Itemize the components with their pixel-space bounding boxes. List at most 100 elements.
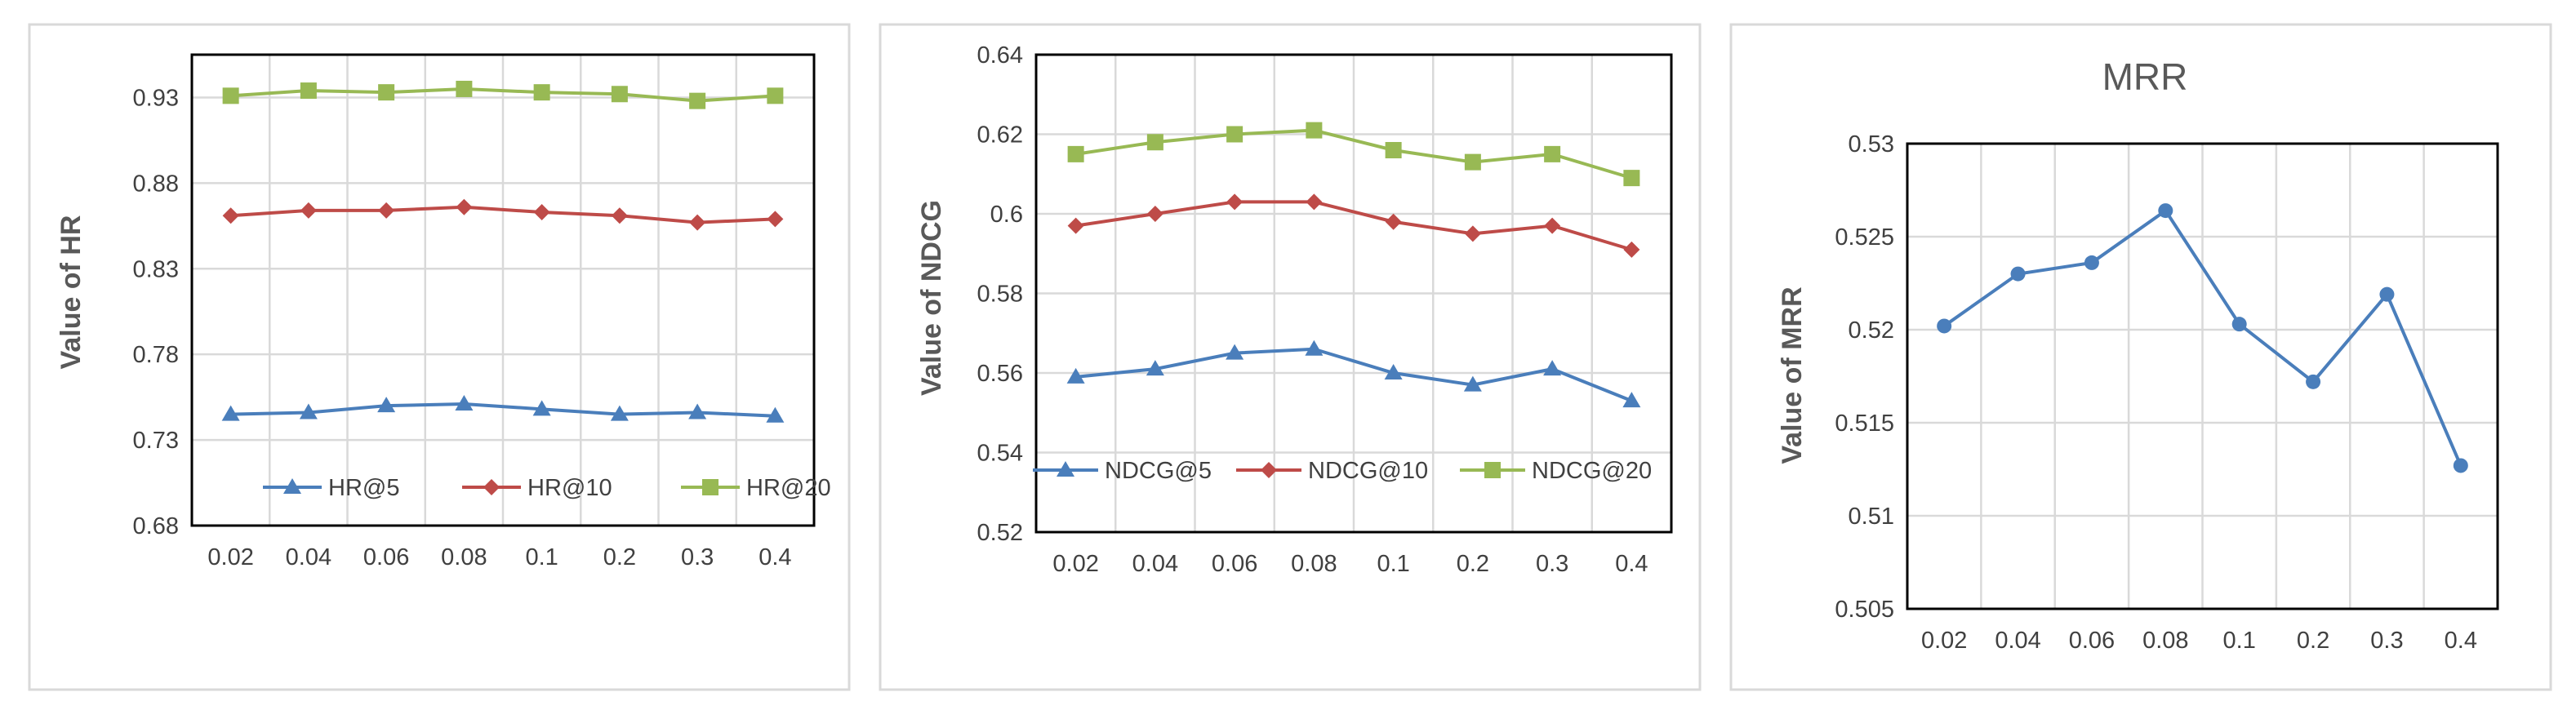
ndcg-legend: NDCG@5 NDCG@10 NDCG@20 <box>1033 458 1652 484</box>
hr-series-2-line <box>230 205 776 224</box>
hr-legend-label: HR@20 <box>746 475 831 501</box>
ndcg-series-2-point <box>1623 241 1640 258</box>
hr-series-3-point <box>689 92 706 109</box>
hr-series-2-point <box>611 207 628 224</box>
mrr-series-1-point <box>2379 286 2395 302</box>
mrr-y-tick-label: 0.505 <box>1835 597 1894 623</box>
mrr-chart-title: MRR <box>2102 55 2188 98</box>
hr-x-tick-label: 0.08 <box>441 544 487 570</box>
ndcg-y-tick-label: 0.54 <box>977 441 1023 467</box>
mrr-y-tick-label: 0.52 <box>1849 317 1894 344</box>
ndcg-series-1-line <box>1075 347 1633 402</box>
hr-y-ticks: 0.68 0.73 0.78 0.83 0.88 0.93 <box>133 85 179 539</box>
ndcg-legend-label: NDCG@20 <box>1532 458 1652 484</box>
ndcg-y-tick-label: 0.6 <box>990 202 1023 228</box>
ndcg-x-tick-label: 0.08 <box>1291 551 1337 577</box>
hr-x-tick-label: 0.06 <box>363 544 409 570</box>
hr-series-1-point <box>610 405 629 421</box>
hr-series-3-point <box>222 87 239 104</box>
ndcg-series-2-point <box>1306 193 1323 211</box>
ndcg-series-3-point <box>1385 142 1402 158</box>
ndcg-x-tick-label: 0.04 <box>1132 551 1178 577</box>
mrr-x-tick-label: 0.06 <box>2069 628 2115 654</box>
hr-legend: HR@5 HR@10 HR@20 <box>263 475 831 501</box>
ndcg-y-tick-label: 0.64 <box>977 42 1023 69</box>
ndcg-series-2-point <box>1067 217 1084 234</box>
hr-series-1-line <box>230 402 776 418</box>
mrr-x-tick-label: 0.3 <box>2370 628 2403 654</box>
ndcg-x-tick-label: 0.2 <box>1457 551 1489 577</box>
ndcg-legend-label: NDCG@5 <box>1105 458 1212 484</box>
mrr-y-tick-label: 0.51 <box>1849 504 1894 530</box>
hr-series-1-point <box>766 406 785 423</box>
mrr-y-tick-label: 0.515 <box>1835 411 1894 437</box>
mrr-x-tick-label: 0.08 <box>2142 628 2188 654</box>
mrr-series-1-point <box>2158 203 2173 219</box>
hr-series-3-point <box>533 84 550 101</box>
hr-panel-frame <box>28 23 851 691</box>
ndcg-series-3-line <box>1075 128 1632 180</box>
hr-y-tick-label: 0.83 <box>133 256 179 282</box>
hr-x-tick-label: 0.3 <box>681 544 714 570</box>
ndcg-series-2-point <box>1385 213 1402 230</box>
ndcg-x-tick-label: 0.06 <box>1212 551 1257 577</box>
ndcg-y-tick-label: 0.56 <box>977 361 1023 387</box>
ndcg-x-tick-label: 0.1 <box>1377 551 1409 577</box>
ndcg-y-tick-label: 0.52 <box>977 520 1023 546</box>
hr-series-1-point <box>377 397 396 413</box>
hr-y-tick-label: 0.88 <box>133 171 179 197</box>
ndcg-series-3-point <box>1544 145 1561 162</box>
ndcg-y-tick-label: 0.58 <box>977 282 1023 308</box>
hr-x-tick-label: 0.4 <box>759 544 791 570</box>
hr-series-1-point <box>221 405 240 421</box>
ndcg-y-ticks: 0.52 0.54 0.56 0.58 0.6 0.62 0.64 <box>977 42 1023 546</box>
hr-series-3-point <box>300 82 317 100</box>
ndcg-series-lines <box>1066 122 1641 408</box>
hr-y-tick-label: 0.68 <box>133 513 179 539</box>
hr-series-2-point <box>689 214 706 231</box>
ndcg-series-1-point <box>1066 367 1085 384</box>
ndcg-series-3-point <box>1623 170 1640 187</box>
mrr-x-tick-label: 0.02 <box>1921 628 1967 654</box>
ndcg-series-1-point <box>1622 392 1641 408</box>
hr-series-3-point <box>611 86 628 103</box>
hr-series-3-point <box>767 87 784 104</box>
mrr-series-1-line <box>1943 208 2463 467</box>
hr-plot-area <box>190 53 816 527</box>
ndcg-series-1-point <box>1146 360 1164 376</box>
hr-x-tick-label: 0.2 <box>603 544 636 570</box>
hr-x-tick-label: 0.04 <box>286 544 331 570</box>
hr-y-tick-label: 0.93 <box>133 85 179 111</box>
mrr-x-tick-label: 0.1 <box>2223 628 2256 654</box>
mrr-x-ticks: 0.02 0.04 0.06 0.08 0.1 0.2 0.3 0.4 <box>1921 628 2477 654</box>
hr-series-1-point <box>688 403 707 419</box>
ndcg-series-1-point <box>1384 364 1403 379</box>
hr-series-2-point <box>533 204 550 221</box>
ndcg-plot-area <box>1034 53 1673 534</box>
mrr-series-1-point <box>1937 318 1952 334</box>
mrr-plot-area <box>1906 142 2499 610</box>
ndcg-legend-marker <box>1484 462 1501 478</box>
hr-series-1-point <box>299 403 318 419</box>
ndcg-legend-label: NDCG@10 <box>1308 458 1428 484</box>
mrr-series-1-point <box>2084 255 2099 270</box>
ndcg-series-3-point <box>1464 153 1481 171</box>
mrr-chart-panel: MRR 0.505 0.51 0.515 0.52 0.525 0.53 0.02 0.04… <box>1729 23 2552 691</box>
ndcg-chart-panel: 0.52 0.54 0.56 0.58 0.6 0.62 0.64 0.02 0.04 0.06… <box>879 23 1702 691</box>
hr-series-3-line <box>230 87 776 103</box>
ndcg-panel-frame <box>879 23 1702 691</box>
ndcg-x-tick-label: 0.4 <box>1615 551 1648 577</box>
hr-series-3-point <box>456 80 473 97</box>
ndcg-series-2-point <box>1544 217 1561 234</box>
hr-series-1-point <box>532 400 551 416</box>
mrr-y-axis-title: Value of MRR <box>1777 286 1808 464</box>
ndcg-x-ticks: 0.02 0.04 0.06 0.08 0.1 0.2 0.3 0.4 <box>1052 551 1648 577</box>
hr-x-tick-label: 0.1 <box>525 544 558 570</box>
hr-legend-label: HR@5 <box>328 475 399 501</box>
hr-series-2-point <box>378 202 395 219</box>
ndcg-series-1-point <box>1226 344 1244 360</box>
mrr-x-tick-label: 0.04 <box>1995 628 2040 654</box>
ndcg-series-2-point <box>1146 206 1163 222</box>
ndcg-x-tick-label: 0.3 <box>1536 551 1568 577</box>
